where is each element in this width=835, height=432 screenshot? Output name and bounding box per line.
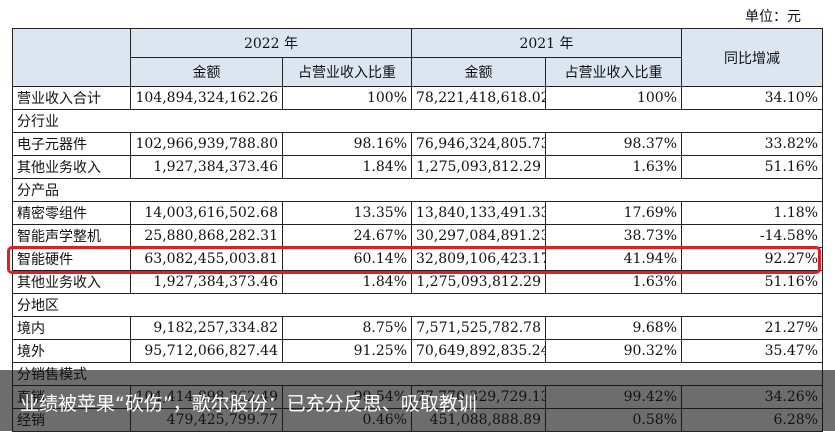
- value-cell: 1,927,384,373.46: [130, 155, 283, 179]
- value-cell: 17.69%: [545, 201, 682, 225]
- value-cell: 34.10%: [681, 86, 823, 110]
- table-row: 智能硬件 63,082,455,003.81 60.14% 32,809,106,42…: [12, 247, 823, 271]
- unit-label: 单位：元: [745, 9, 801, 25]
- caption-band: [0, 370, 835, 431]
- value-cell: 98.16%: [282, 132, 412, 156]
- header-cell: 占营业收入比重: [545, 57, 682, 87]
- value-cell: 33.82%: [681, 132, 823, 156]
- value-cell: 76,946,324,805.73: [411, 132, 546, 156]
- value-cell: 1.18%: [681, 201, 823, 225]
- value-cell: -14.58%: [681, 224, 823, 248]
- table-row: 智能声学整机 25,880,868,282.31 24.67% 30,297,084,…: [12, 224, 823, 248]
- table-row: 分产品: [12, 178, 823, 202]
- value-cell: 78,221,418,618.02: [411, 86, 546, 110]
- value-cell: 13.35%: [282, 201, 412, 225]
- row-label: 境外: [12, 339, 131, 363]
- value-cell: 8.75%: [282, 316, 412, 340]
- row-label: 智能硬件: [12, 247, 131, 271]
- header-cell: 金额: [130, 57, 283, 87]
- value-cell: 100%: [282, 86, 412, 110]
- value-cell: 7,571,525,782.78: [411, 316, 546, 340]
- value-cell: 100%: [545, 86, 682, 110]
- value-cell: 102,966,939,788.80: [130, 132, 283, 156]
- row-label: 智能声学整机: [12, 224, 131, 248]
- value-cell: 14,003,616,502.68: [130, 201, 283, 225]
- value-cell: 21.27%: [681, 316, 823, 340]
- row-label: 电子元器件: [12, 132, 131, 156]
- row-label: 营业收入合计: [12, 86, 131, 110]
- header-cell: 同比增减: [681, 28, 823, 87]
- value-cell: 38.73%: [545, 224, 682, 248]
- table-row: 境外 95,712,066,827.44 91.25% 70,649,892,835.…: [12, 339, 823, 363]
- value-cell: 25,880,868,282.31: [130, 224, 283, 248]
- row-label: 境内: [12, 316, 131, 340]
- value-cell: 13,840,133,491.33: [411, 201, 546, 225]
- value-cell: 9,182,257,334.82: [130, 316, 283, 340]
- section-cell: 分产品: [12, 178, 823, 202]
- value-cell: 9.68%: [545, 316, 682, 340]
- row-label: 其他业务收入: [12, 270, 131, 294]
- table-row: 电子元器件 102,966,939,788.80 98.16% 76,946,324,…: [12, 132, 823, 156]
- value-cell: 41.94%: [545, 247, 682, 271]
- table-row: 境内 9,182,257,334.82 8.75% 7,571,525,782.78 9…: [12, 316, 823, 340]
- value-cell: 70,649,892,835.24: [411, 339, 546, 363]
- value-cell: 104,894,324,162.26: [130, 86, 283, 110]
- value-cell: 1.63%: [545, 155, 682, 179]
- value-cell: 91.25%: [282, 339, 412, 363]
- header-cell: 占营业收入比重: [282, 57, 412, 87]
- value-cell: 60.14%: [282, 247, 412, 271]
- section-cell: 分地区: [12, 293, 823, 317]
- value-cell: 35.47%: [681, 339, 823, 363]
- highlight-box: [7, 246, 821, 274]
- section-cell: 分行业: [12, 109, 823, 133]
- value-cell: 1,275,093,812.29: [411, 270, 546, 294]
- header-cell: 金额: [411, 57, 546, 87]
- header-cell: 2022 年: [130, 28, 412, 58]
- row-label: 精密零组件: [12, 201, 131, 225]
- table-row: 营业收入合计 104,894,324,162.26 100% 78,221,418,6…: [12, 86, 823, 110]
- value-cell: 90.32%: [545, 339, 682, 363]
- caption: 业绩被苹果“砍伤”，歌尔股份：已充分反思、吸取教训: [20, 393, 477, 415]
- value-cell: 98.37%: [545, 132, 682, 156]
- value-cell: 1.84%: [282, 155, 412, 179]
- header-cell: 2021 年: [411, 28, 682, 58]
- value-cell: 24.67%: [282, 224, 412, 248]
- table-row: 其他业务收入 1,927,384,373.46 1.84% 1,275,093,812…: [12, 155, 823, 179]
- value-cell: 30,297,084,891.23: [411, 224, 546, 248]
- corner-cell: [12, 28, 131, 87]
- row-label: 其他业务收入: [12, 155, 131, 179]
- table-row: 分行业: [12, 109, 823, 133]
- table-row: 分地区: [12, 293, 823, 317]
- value-cell: 95,712,066,827.44: [130, 339, 283, 363]
- value-cell: 51.16%: [681, 155, 823, 179]
- value-cell: 1,275,093,812.29: [411, 155, 546, 179]
- value-cell: 51.16%: [681, 270, 823, 294]
- table-row: 精密零组件 14,003,616,502.68 13.35% 13,840,133,4…: [12, 201, 823, 225]
